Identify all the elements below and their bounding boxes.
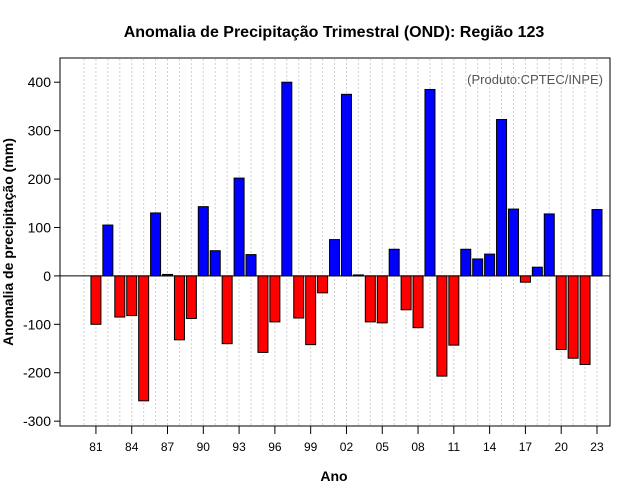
bar-16 bbox=[507, 208, 519, 277]
x-tick-label: 93 bbox=[232, 440, 246, 454]
x-tick-label: 17 bbox=[519, 440, 533, 454]
y-tick-label: 400 bbox=[28, 74, 52, 90]
bar-85 bbox=[138, 275, 150, 402]
x-tick-label: 05 bbox=[376, 440, 390, 454]
y-tick-label: 100 bbox=[28, 219, 52, 235]
bar-03 bbox=[352, 274, 364, 277]
bar-09 bbox=[424, 88, 436, 277]
y-tick-label: -300 bbox=[23, 413, 51, 429]
bar-95 bbox=[257, 275, 269, 353]
bar-07 bbox=[400, 275, 412, 311]
x-tick-label: 84 bbox=[125, 440, 139, 454]
bar-98 bbox=[293, 275, 305, 319]
y-axis: -300 -200 -100 0 100 200 300 400 bbox=[23, 74, 60, 429]
bar-92 bbox=[221, 275, 233, 345]
grid-lines bbox=[83, 59, 598, 425]
bar-19 bbox=[543, 213, 555, 277]
bar-20 bbox=[555, 275, 567, 350]
bar-11 bbox=[448, 275, 460, 346]
bar-91 bbox=[209, 250, 221, 277]
bar-21 bbox=[567, 275, 579, 359]
bar-84 bbox=[126, 275, 138, 317]
bar-90 bbox=[197, 206, 209, 277]
bar-97 bbox=[281, 81, 293, 277]
y-tick-label: 300 bbox=[28, 123, 52, 139]
x-tick-label: 20 bbox=[555, 440, 569, 454]
x-tick-label: 02 bbox=[340, 440, 354, 454]
x-axis: 81 84 87 90 93 96 99 02 05 08 11 14 17 20 23 bbox=[89, 426, 604, 454]
x-tick-label: 81 bbox=[89, 440, 103, 454]
y-tick-label: -200 bbox=[23, 365, 51, 381]
bar-15 bbox=[496, 118, 508, 277]
x-tick-label: 08 bbox=[411, 440, 425, 454]
bar-02 bbox=[340, 93, 352, 277]
x-axis-label: Ano bbox=[320, 468, 347, 484]
bar-89 bbox=[185, 275, 197, 320]
bar-12 bbox=[460, 248, 472, 277]
bar-99 bbox=[305, 275, 317, 346]
bar-06 bbox=[388, 248, 400, 277]
bar-83 bbox=[114, 275, 126, 318]
x-tick-label: 14 bbox=[483, 440, 497, 454]
x-tick-label: 23 bbox=[590, 440, 604, 454]
bar-13 bbox=[472, 258, 484, 277]
x-tick-label: 96 bbox=[268, 440, 282, 454]
bar-14 bbox=[484, 253, 496, 277]
bar-05 bbox=[376, 275, 388, 324]
chart-title: Anomalia de Precipitação Trimestral (OND… bbox=[124, 24, 545, 41]
bar-94 bbox=[245, 254, 257, 277]
x-tick-label: 87 bbox=[161, 440, 175, 454]
y-tick-label: 0 bbox=[43, 268, 51, 284]
plot-frame bbox=[59, 57, 611, 427]
bar-81 bbox=[90, 275, 102, 325]
x-tick-label: 11 bbox=[448, 440, 461, 454]
bar-22 bbox=[579, 275, 591, 366]
bar-86 bbox=[150, 212, 162, 277]
bar-88 bbox=[173, 275, 185, 341]
y-tick-label: -100 bbox=[23, 316, 51, 332]
y-tick-label: 200 bbox=[28, 171, 52, 187]
y-axis-label: Anomalia de precipitação (mm) bbox=[0, 138, 16, 346]
bar-08 bbox=[412, 275, 424, 329]
product-annotation: (Produto:CPTEC/INPE) bbox=[467, 72, 603, 87]
bar-17 bbox=[519, 275, 531, 283]
bars bbox=[90, 81, 603, 402]
bar-96 bbox=[269, 275, 281, 323]
bar-23 bbox=[591, 209, 603, 277]
x-tick-label: 90 bbox=[197, 440, 211, 454]
bar-04 bbox=[364, 275, 376, 323]
bar-93 bbox=[233, 177, 245, 277]
bar-00 bbox=[317, 275, 329, 294]
bar-18 bbox=[531, 266, 543, 277]
bar-82 bbox=[102, 224, 114, 277]
bar-87 bbox=[162, 273, 174, 277]
x-tick-label: 99 bbox=[304, 440, 318, 454]
bar-01 bbox=[329, 239, 341, 277]
bar-10 bbox=[436, 275, 448, 377]
